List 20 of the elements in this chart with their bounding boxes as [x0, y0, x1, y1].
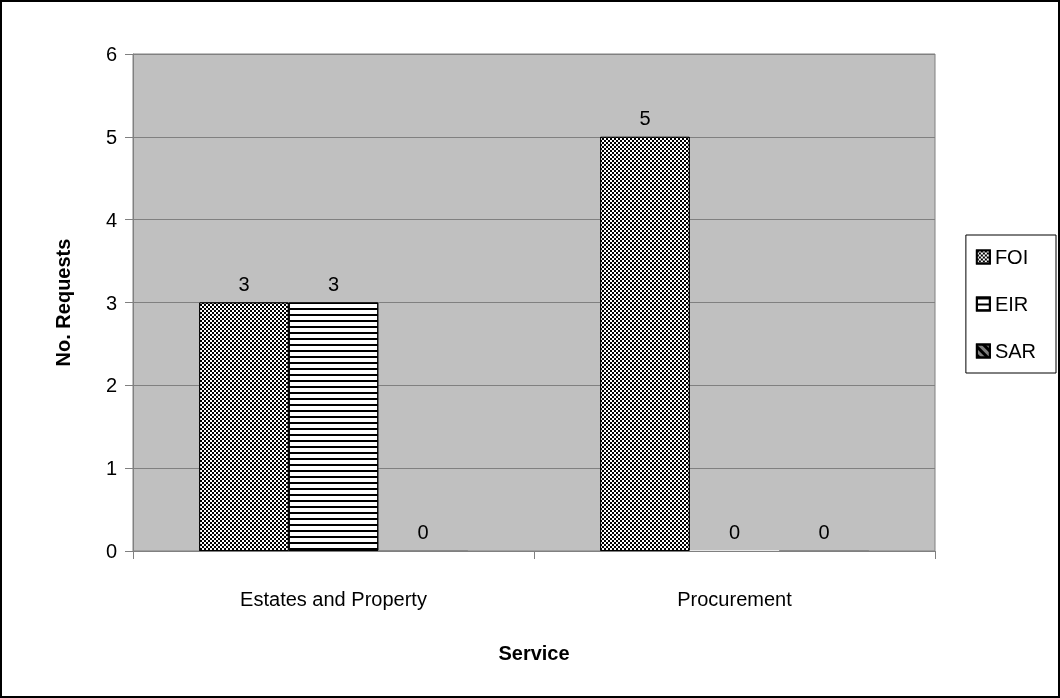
data-label: 0 [728, 520, 741, 543]
y-tick-label: 1 [105, 457, 117, 480]
y-tick-label: 3 [105, 291, 117, 314]
x-tick-label: Estates and Property [240, 588, 427, 610]
x-tick-label: Procurement [677, 588, 793, 610]
data-label: 0 [417, 520, 429, 543]
legend-label: FOI [994, 246, 1029, 268]
y-tick-label: 2 [105, 374, 117, 397]
y-axis-title: No. Requests [52, 238, 74, 367]
x-axis-title: Service [498, 642, 570, 664]
legend-label: EIR [994, 293, 1029, 315]
data-label: 3 [238, 272, 250, 295]
y-tick-label: 5 [105, 125, 117, 148]
y-tick-label: 4 [105, 208, 117, 231]
legend-label: SAR [994, 340, 1036, 362]
y-tick-label: 0 [105, 540, 117, 562]
data-label: 3 [327, 272, 340, 295]
data-label: 0 [818, 520, 830, 543]
y-tick-label: 6 [105, 43, 117, 65]
data-label: 5 [639, 106, 651, 129]
